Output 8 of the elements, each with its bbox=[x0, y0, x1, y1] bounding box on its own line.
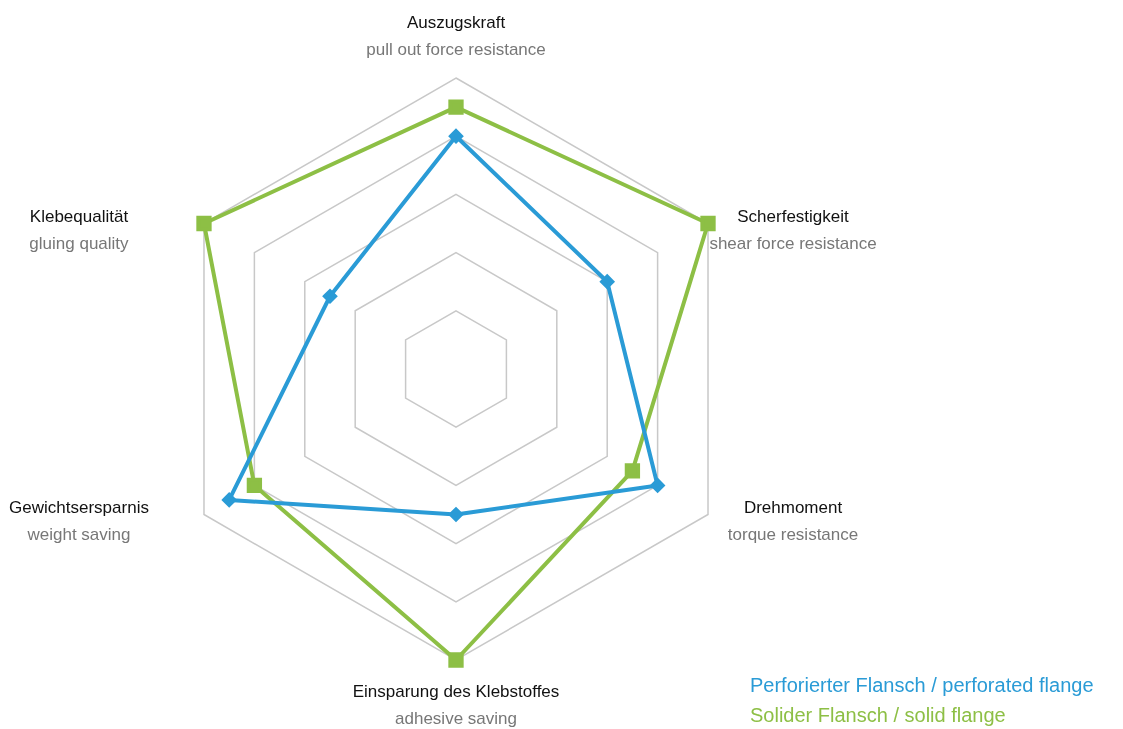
spoke-label: Einsparung des Klebstoffes adhesive saving bbox=[352, 681, 560, 728]
spoke-label: Scherfestigkeit shear force resistance bbox=[709, 207, 877, 254]
text: Solider Flansch / solid flange bbox=[750, 703, 1007, 728]
text: Perforierter Flansch / perforated flange bbox=[750, 673, 1094, 698]
spoke-label: Drehmoment torque resistance bbox=[727, 498, 859, 545]
spoke-label: Auszugskraft pull out force resistance bbox=[366, 12, 546, 59]
spoke-label: Klebequalität gluing quality bbox=[29, 207, 130, 254]
spoke-label: Gewichtsersparnis weight saving bbox=[9, 498, 149, 545]
